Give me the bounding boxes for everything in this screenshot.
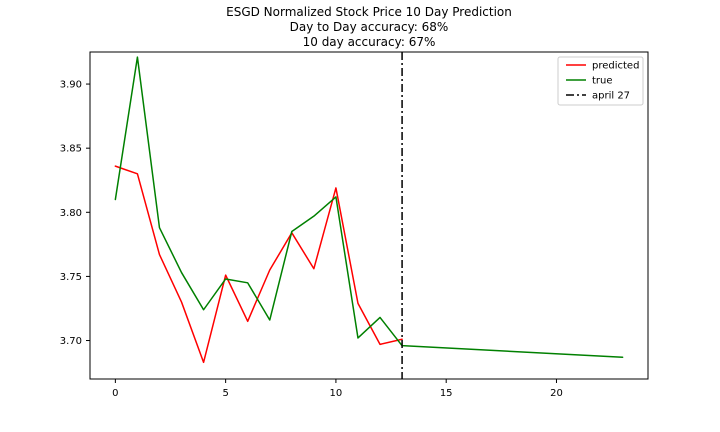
- x-tick-label-20: 20: [550, 388, 563, 399]
- x-tick-label-15: 15: [440, 388, 453, 399]
- y-tick-label-3.85: 3.85: [60, 144, 82, 155]
- series-line-true: [114, 56, 624, 358]
- y-tick-label-3.90: 3.90: [60, 80, 82, 91]
- legend-box: [557, 56, 644, 106]
- y-tick-label-3.80: 3.80: [60, 208, 82, 219]
- x-tick-label-0: 0: [112, 388, 118, 399]
- chart-title-line-3: 10 day accuracy: 67%: [303, 35, 436, 49]
- plot-frame: [89, 51, 649, 380]
- x-tick-label-5: 5: [222, 388, 228, 399]
- legend: predicted true april 27: [557, 56, 644, 106]
- chart-title-line-1: ESGD Normalized Stock Price 10 Day Predi…: [226, 5, 512, 19]
- y-tick-label-3.70: 3.70: [60, 336, 82, 347]
- legend-label-true: true: [592, 76, 613, 87]
- legend-label-predicted: predicted: [592, 61, 639, 72]
- series-line-predicted: [114, 165, 403, 364]
- chart-title-line-2: Day to Day accuracy: 68%: [290, 20, 449, 34]
- x-tick-label-10: 10: [330, 388, 343, 399]
- y-axis: 3.70 3.75 3.80 3.85 3.90: [60, 80, 90, 347]
- x-axis: 0 5 10 15 20: [112, 379, 563, 399]
- y-tick-label-3.75: 3.75: [60, 272, 82, 283]
- chart-title: ESGD Normalized Stock Price 10 Day Predi…: [226, 5, 512, 49]
- plot-area: [114, 52, 624, 379]
- legend-label-april-27: april 27: [592, 91, 630, 102]
